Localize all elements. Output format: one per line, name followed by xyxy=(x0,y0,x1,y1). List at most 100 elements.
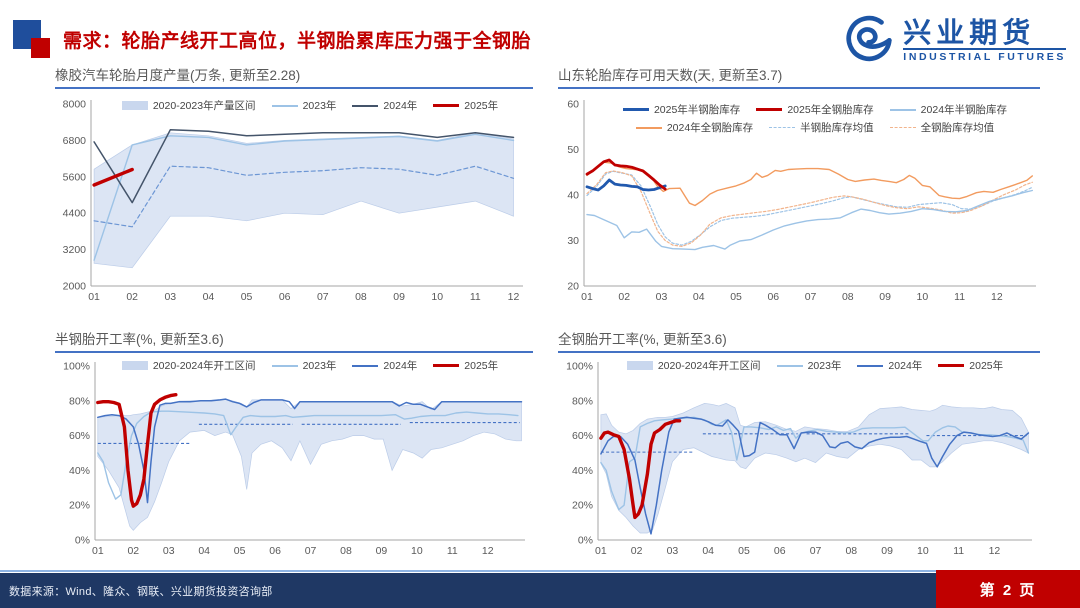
svg-text:20: 20 xyxy=(567,281,579,293)
svg-text:04: 04 xyxy=(198,545,210,557)
svg-text:2000: 2000 xyxy=(63,281,87,293)
svg-text:04: 04 xyxy=(203,291,215,303)
svg-text:11: 11 xyxy=(447,545,458,557)
chart-panel-tire-production: 橡胶汽车轮胎月度产量(万条, 更新至2.28) 2020-2023年产量区间 20… xyxy=(55,64,533,312)
chart-title: 半钢胎开工率(%, 更新至3.6) xyxy=(55,332,224,347)
svg-text:01: 01 xyxy=(581,291,593,303)
svg-text:05: 05 xyxy=(730,291,742,303)
footer-bar: 数据来源：Wind、隆众、钢联、兴业期货投资咨询部 xyxy=(0,573,1080,608)
svg-text:50: 50 xyxy=(567,144,579,156)
data-source-text: 数据来源：Wind、隆众、钢联、兴业期货投资咨询部 xyxy=(9,585,273,598)
svg-text:8000: 8000 xyxy=(63,99,87,111)
svg-text:40: 40 xyxy=(567,190,579,202)
svg-text:10: 10 xyxy=(411,545,423,557)
svg-text:10: 10 xyxy=(917,291,929,303)
svg-text:80%: 80% xyxy=(69,395,90,407)
svg-text:07: 07 xyxy=(317,291,329,303)
svg-text:09: 09 xyxy=(376,545,388,557)
logo-rule xyxy=(903,48,1066,51)
svg-text:20%: 20% xyxy=(69,500,90,512)
svg-text:09: 09 xyxy=(879,291,891,303)
svg-text:60: 60 xyxy=(567,99,579,111)
header-red-square xyxy=(31,38,50,58)
svg-text:03: 03 xyxy=(164,291,176,303)
svg-text:12: 12 xyxy=(482,545,494,557)
chart-title-rule xyxy=(55,351,533,353)
chart-canvas-tire-production: 2000 3200 4400 5600 6800 8000 01 02 03 04 05 06 07 08… xyxy=(63,99,523,303)
chart-canvas-full-steel-rate: 0% 20% 40% 60% 80% 100% 01 02 03 04 05 06 07 08 09 10 11… xyxy=(566,361,1032,557)
svg-text:10: 10 xyxy=(917,545,929,557)
svg-text:0%: 0% xyxy=(75,535,90,547)
svg-text:0%: 0% xyxy=(578,535,593,547)
svg-text:20%: 20% xyxy=(572,500,593,512)
svg-text:02: 02 xyxy=(126,291,138,303)
svg-text:60%: 60% xyxy=(69,430,90,442)
chart-title-rule xyxy=(55,87,533,89)
svg-text:11: 11 xyxy=(954,291,965,303)
svg-text:100%: 100% xyxy=(63,361,90,373)
svg-text:04: 04 xyxy=(693,291,705,303)
svg-text:60%: 60% xyxy=(572,430,593,442)
chart-panel-shandong-inventory: 山东轮胎库存可用天数(天, 更新至3.7) 2025年半钢胎库存 2025年全钢胎… xyxy=(558,64,1040,312)
svg-text:07: 07 xyxy=(810,545,822,557)
logo-en-text: INDUSTRIAL FUTURES xyxy=(903,51,1066,64)
svg-text:03: 03 xyxy=(656,291,668,303)
svg-text:08: 08 xyxy=(355,291,367,303)
svg-text:01: 01 xyxy=(92,545,104,557)
svg-text:02: 02 xyxy=(127,545,139,557)
svg-text:12: 12 xyxy=(508,291,520,303)
svg-text:08: 08 xyxy=(340,545,352,557)
svg-text:06: 06 xyxy=(767,291,779,303)
svg-text:05: 05 xyxy=(234,545,246,557)
svg-text:07: 07 xyxy=(805,291,817,303)
svg-text:03: 03 xyxy=(667,545,679,557)
chart-panel-semi-steel-rate: 半钢胎开工率(%, 更新至3.6) 2020-2024年开工区间 2023年 202… xyxy=(55,328,533,564)
svg-text:5600: 5600 xyxy=(63,171,87,183)
chart-title: 橡胶汽车轮胎月度产量(万条, 更新至2.28) xyxy=(55,68,301,83)
svg-text:01: 01 xyxy=(88,291,100,303)
svg-text:03: 03 xyxy=(163,545,175,557)
chart-canvas-shandong-inventory: 20 30 40 50 60 01 02 03 04 05 06 07 08 09 10 11 12 xyxy=(567,99,1036,303)
svg-text:80%: 80% xyxy=(572,395,593,407)
svg-text:6800: 6800 xyxy=(63,135,87,147)
footer-divider-line xyxy=(0,570,936,572)
svg-text:04: 04 xyxy=(702,545,714,557)
logo-cn-text: 兴业期货 xyxy=(903,16,1036,48)
svg-text:3200: 3200 xyxy=(63,244,87,256)
svg-text:11: 11 xyxy=(470,291,481,303)
svg-text:12: 12 xyxy=(991,291,1003,303)
svg-text:12: 12 xyxy=(989,545,1001,557)
chart-title: 山东轮胎库存可用天数(天, 更新至3.7) xyxy=(558,68,783,83)
svg-text:11: 11 xyxy=(953,545,964,557)
page-number-block: 第 2 页 xyxy=(936,570,1080,608)
svg-text:10: 10 xyxy=(431,291,443,303)
svg-text:06: 06 xyxy=(774,545,786,557)
svg-text:08: 08 xyxy=(845,545,857,557)
company-logo: 兴业期货 INDUSTRIAL FUTURES xyxy=(844,13,1066,68)
svg-text:30: 30 xyxy=(567,235,579,247)
svg-text:05: 05 xyxy=(241,291,253,303)
svg-text:100%: 100% xyxy=(566,361,593,373)
svg-text:02: 02 xyxy=(618,291,630,303)
page-title: 需求：轮胎产线开工高位，半钢胎累库压力强于全钢胎 xyxy=(63,31,532,52)
page-number: 第 2 页 xyxy=(979,581,1037,599)
svg-text:06: 06 xyxy=(269,545,281,557)
svg-text:07: 07 xyxy=(305,545,317,557)
svg-text:05: 05 xyxy=(738,545,750,557)
svg-text:4400: 4400 xyxy=(63,208,87,220)
svg-text:40%: 40% xyxy=(69,465,90,477)
chart-panel-full-steel-rate: 全钢胎开工率(%, 更新至3.6) 2020-2024年开工区间 2023年 202… xyxy=(558,328,1040,564)
chart-title: 全钢胎开工率(%, 更新至3.6) xyxy=(558,332,727,347)
svg-text:40%: 40% xyxy=(572,465,593,477)
svg-text:06: 06 xyxy=(279,291,291,303)
chart-title-rule xyxy=(558,87,1040,89)
chart-canvas-semi-steel-rate: 0% 20% 40% 60% 80% 100% 01 02 03 04 05 06 07 08 09 10 11… xyxy=(63,361,525,557)
svg-text:02: 02 xyxy=(631,545,643,557)
svg-text:09: 09 xyxy=(881,545,893,557)
chart-title-rule xyxy=(558,351,1040,353)
svg-text:01: 01 xyxy=(595,545,607,557)
svg-text:08: 08 xyxy=(842,291,854,303)
svg-text:09: 09 xyxy=(393,291,405,303)
logo-swirl-icon xyxy=(844,13,894,68)
